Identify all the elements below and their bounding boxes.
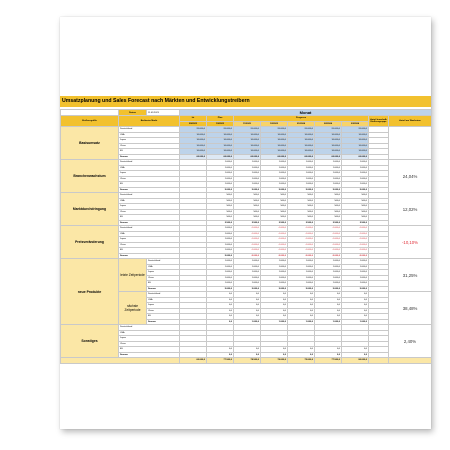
anteil-cell — [368, 296, 389, 303]
anteil-cell — [368, 340, 389, 347]
anteil-cell — [368, 318, 389, 325]
group-label: Basisumsatz — [60, 126, 119, 160]
summe-row: Summe 5.000,0 -5.000,0 -5.000,0 -5.000,0 -5.0… — [61, 252, 432, 259]
header-row-months: 09/2023 10/2023 11/2023 12/2023 01/2024 02/20… — [61, 120, 432, 127]
anteil-wachstum-value: 12,02% — [387, 192, 433, 226]
anteil-wachstum-value: 2,40% — [387, 324, 433, 358]
group-label: neue Produkte — [60, 258, 119, 325]
anteil-cell — [368, 346, 389, 353]
group-label: Sonstiges — [60, 324, 119, 358]
table-row: USA 0,0 0,0 0,0 0,0 0,0 0,0 — [61, 296, 432, 303]
forecast-table: Datum 11.09.2023 Monat Einflussgröße Bed… — [60, 109, 433, 364]
monat-label: Monat — [178, 109, 433, 116]
table-row: USA 1.000,0 -1.000,0 -1.000,0 -1.000,0 -1.000… — [61, 230, 432, 237]
table-row: nächste Zeitperiode Deutschland 0,0 0,0 0,0 0… — [61, 291, 433, 325]
table-row: EU 1.000,0 1.000,0 1.000,0 1.000,0 1.000,0 1.0… — [61, 280, 432, 287]
anteil-cell — [368, 252, 389, 259]
anteil-wachstum-value: 24,04% — [387, 159, 433, 193]
bedienter-markt-header: Bedienter Markt — [118, 115, 180, 127]
group-label: Marktdurchdringung — [60, 192, 119, 226]
total-cell: 80.000,0 — [341, 357, 369, 364]
table-row: Japan — [61, 335, 432, 342]
table-row: USA — [61, 329, 432, 336]
table-row: Japan 1.000,0 -1.000,0 -1.000,0 -1.000,0 -1.0… — [61, 236, 432, 243]
sheet-title: Umsatzplanung und Sales Forecast nach Mä… — [60, 96, 431, 107]
table-row: USA 1.000,0 1.000,0 1.000,0 1.000,0 1.000,0 1.… — [61, 164, 432, 171]
totals-row: 60.000,0 77.500,0 78.500,0 76.000,0 75.000,0… — [60, 357, 433, 364]
anteil-wachstum-value: -10,10% — [387, 225, 433, 259]
table-row: USA 10.000,0 10.000,0 10.000,0 10.000,0 10.00… — [61, 131, 432, 138]
anteil-cell — [368, 313, 389, 320]
anteil-wachstum-value: 31,25% — [387, 258, 433, 292]
table-row: Japan 1.000,0 1.000,0 1.000,0 1.000,0 1.000,0… — [61, 269, 432, 276]
table-row: Sonstiges Deutschland 2,40% — [60, 324, 433, 358]
table-row: China 0,0 0,0 0,0 0,0 0,0 0,0 — [61, 307, 432, 314]
total-cell: 78.500,0 — [233, 357, 261, 364]
anteil-cell — [368, 329, 389, 336]
table-row: Preisveränderung Deutschland 1.000,0 -1.000… — [60, 225, 433, 259]
anteil-wachstum-value — [387, 126, 433, 160]
table-row: Branchenwachstum Deutschland 1.000,0 1.000,… — [60, 159, 433, 193]
header-row-date: Datum 11.09.2023 Monat — [60, 109, 433, 116]
anteil-header: Anteil innerhalb Einflussgruppe — [368, 115, 389, 127]
totals-label — [60, 357, 180, 364]
total-cell: 77.500,0 — [314, 357, 342, 364]
table-row: USA 1.000,0 1.000,0 1.000,0 1.000,0 1.000,0 1.… — [61, 263, 432, 270]
einflussgroesse-header: Einflussgröße — [60, 115, 119, 127]
total-cell: 76.000,0 — [260, 357, 288, 364]
totals-blank — [368, 357, 389, 364]
anteil-cell — [368, 263, 389, 270]
anteil-wachstum-header: Anteil am Wachstum — [387, 115, 433, 127]
table-row: Basisumsatz Deutschland 20.000,0 20.000,0 20… — [60, 126, 433, 160]
subgroup-label: nächste Zeitperiode — [118, 291, 147, 325]
table-row: EU 500,0 500,0 500,0 500,0 500,0 500,0 — [61, 214, 432, 221]
table-row: EU 0,0 0,0 0,0 0,0 0,0 0,0 — [61, 313, 432, 320]
table-row: China — [61, 340, 432, 347]
month-header: 03/2024 — [341, 120, 369, 127]
summe-row: Summe 60.000,0 60.000,0 60.000,0 60.000,0 60.… — [61, 153, 432, 160]
table-row: China 1.000,0 1.000,0 1.000,0 1.000,0 1.000,0… — [61, 274, 432, 281]
anteil-cell — [368, 302, 389, 309]
anteil-cell — [368, 280, 389, 287]
table-row: Japan 0,0 0,0 0,0 0,0 0,0 0,0 — [61, 302, 432, 309]
total-cell: 60.000,0 — [179, 357, 207, 364]
summe-row: Summe 0,0 0,0 0,0 0,0 0,0 0,0 — [61, 351, 432, 358]
anteil-cell — [368, 269, 389, 276]
table-row: China 1.000,0 -1.000,0 -1.000,0 -1.000,0 -1.0… — [61, 241, 432, 248]
group-label: Branchenwachstum — [60, 159, 119, 193]
spreadsheet-document: Umsatzplanung und Sales Forecast nach Mä… — [60, 17, 433, 429]
subgroup-label: letzte Zeitperiode — [118, 258, 147, 292]
table-row: neue Produkte letzte Zeitperiode Deutschla… — [60, 258, 433, 325]
anteil-cell — [368, 274, 389, 281]
group-label: Preisveränderung — [60, 225, 119, 259]
summe-row: Summe 5.000,0 5.000,0 5.000,0 5.000,0 5.000,0… — [61, 285, 432, 292]
anteil-wachstum-value: 38,48% — [387, 291, 433, 325]
summe-row: Summe 0,0 1.000,0 1.000,0 1.000,0 1.000,0 1.00… — [61, 318, 432, 325]
anteil-cell — [368, 335, 389, 342]
table-row: EU 0,0 0,0 0,0 0,0 0,0 0,0 — [61, 346, 432, 353]
total-cell: 77.500,0 — [206, 357, 234, 364]
total-cell: 75.000,0 — [287, 357, 315, 364]
anteil-cell — [368, 307, 389, 314]
anteil-cell — [368, 285, 389, 292]
anteil-cell — [368, 351, 389, 358]
header-row-type: Einflussgröße Bedienter Markt Ist Plan P… — [60, 115, 433, 127]
totals-blank — [387, 357, 433, 364]
